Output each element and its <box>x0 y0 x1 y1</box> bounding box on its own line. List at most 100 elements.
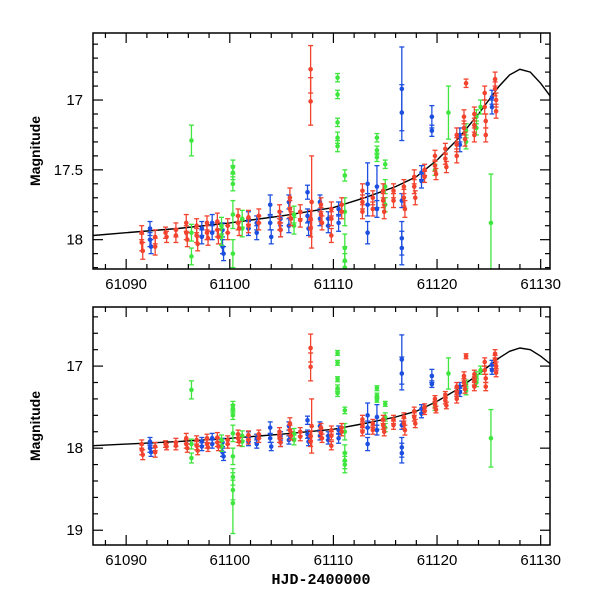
marker <box>472 371 477 377</box>
data-point-blue <box>489 365 495 375</box>
marker <box>411 184 417 189</box>
data-point-red <box>288 211 294 227</box>
marker <box>189 254 194 259</box>
marker <box>254 230 260 235</box>
marker <box>335 390 340 396</box>
data-point-blue <box>199 229 205 245</box>
marker <box>433 171 439 177</box>
marker <box>189 387 194 393</box>
marker <box>380 422 386 428</box>
marker <box>374 135 380 141</box>
data-point-red <box>140 241 146 260</box>
marker <box>147 439 153 444</box>
marker <box>329 433 334 439</box>
data-point-blue <box>489 99 495 115</box>
data-point-green <box>342 252 348 269</box>
data-point-blue <box>209 225 215 241</box>
data-point-blue <box>305 208 311 224</box>
data-point-green <box>488 408 494 468</box>
marker <box>230 181 236 187</box>
data-point-red <box>184 443 190 453</box>
data-point-blue <box>221 246 227 262</box>
data-point-red <box>433 167 439 181</box>
marker <box>461 380 467 385</box>
marker <box>402 206 408 212</box>
bottom-y-axis-label: Magnitude <box>27 391 43 461</box>
data-point-red <box>205 230 211 246</box>
data-point-red <box>433 405 439 414</box>
data-point-green <box>335 139 341 153</box>
marker <box>267 220 273 226</box>
data-point-blue <box>221 451 227 462</box>
marker <box>297 217 303 223</box>
data-point-red <box>195 236 201 252</box>
data-point-green <box>478 99 484 115</box>
data-point-green <box>335 389 341 398</box>
marker <box>277 429 282 435</box>
marker <box>443 156 448 161</box>
data-point-blue <box>365 220 371 245</box>
x-tick-label: 61110 <box>314 552 354 569</box>
marker <box>185 237 190 242</box>
data-point-blue <box>268 229 274 245</box>
marker <box>411 414 417 420</box>
data-point-red <box>339 204 345 220</box>
marker <box>267 202 273 208</box>
marker <box>205 445 211 450</box>
marker <box>412 421 418 426</box>
data-point-blue <box>336 201 342 217</box>
data-point-red <box>288 431 294 441</box>
x-axis-label: HJD-2400000 <box>271 572 370 589</box>
marker <box>454 132 460 138</box>
marker <box>336 436 341 441</box>
marker <box>336 220 341 226</box>
data-point-red <box>454 148 460 164</box>
data-point-red <box>328 211 334 227</box>
marker <box>256 220 262 226</box>
data-point-green <box>230 410 236 421</box>
marker <box>173 443 179 448</box>
data-point-blue <box>148 447 154 458</box>
top-y-axis-label: Magnitude <box>27 116 43 186</box>
marker <box>305 189 310 195</box>
data-point-red <box>359 183 365 199</box>
data-point-red <box>139 439 145 449</box>
data-point-red <box>319 215 325 231</box>
data-point-green <box>335 89 341 100</box>
data-point-red <box>319 433 325 444</box>
marker <box>365 413 370 418</box>
data-point-blue <box>325 218 331 234</box>
x-tick-label: 61120 <box>417 276 458 293</box>
data-point-green <box>230 424 236 443</box>
marker <box>374 385 380 391</box>
data-point-red <box>164 442 170 451</box>
data-point-blue <box>148 239 154 255</box>
marker <box>454 142 460 148</box>
y-tick-label: 18 <box>66 232 83 249</box>
data-point-red <box>493 367 499 378</box>
data-point-green <box>230 472 236 535</box>
marker <box>230 500 236 506</box>
top-series-blue <box>147 46 495 266</box>
x-tick-label: 61090 <box>105 552 147 569</box>
marker <box>287 195 293 201</box>
marker <box>342 265 348 269</box>
marker <box>278 440 283 445</box>
data-point-blue <box>365 192 371 217</box>
data-point-green <box>230 239 236 269</box>
marker <box>483 384 489 389</box>
marker <box>185 445 190 451</box>
marker <box>478 104 483 110</box>
data-point-green <box>445 85 451 140</box>
marker <box>370 421 376 426</box>
data-point-green <box>342 169 348 182</box>
marker <box>370 427 376 433</box>
marker <box>305 417 310 423</box>
marker <box>422 174 427 180</box>
marker <box>329 206 334 212</box>
data-point-green <box>188 438 194 450</box>
marker <box>256 436 262 441</box>
marker <box>335 350 340 356</box>
marker <box>325 223 331 229</box>
data-point-red <box>245 218 251 234</box>
